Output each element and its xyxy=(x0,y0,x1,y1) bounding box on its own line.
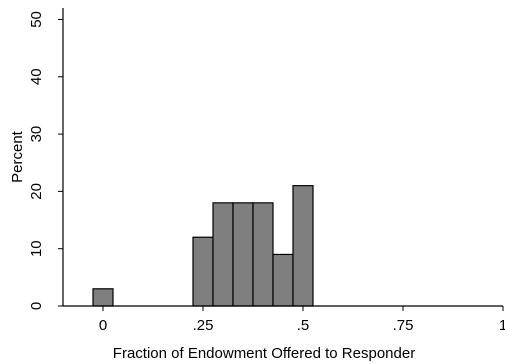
x-tick-label: .5 xyxy=(297,317,310,334)
x-axis-ticks: 0 .25 .5 .75 1 xyxy=(99,306,505,334)
histogram-bar xyxy=(292,185,314,307)
y-tick-label: 20 xyxy=(28,183,45,200)
y-axis-ticks: 0 10 20 30 40 50 xyxy=(28,11,63,310)
x-tick-label: .25 xyxy=(193,317,214,334)
histogram-bar xyxy=(212,202,234,307)
x-tick-label: .75 xyxy=(393,317,414,334)
histogram-bar xyxy=(272,253,294,307)
x-tick-label: 1 xyxy=(499,317,505,334)
y-axis-label: Percent xyxy=(9,130,26,183)
x-axis-label: Fraction of Endowment Offered to Respond… xyxy=(113,345,415,362)
histogram-bar xyxy=(92,288,114,307)
histogram-bar xyxy=(252,202,274,307)
y-tick-label: 30 xyxy=(28,126,45,143)
bars-group xyxy=(92,185,314,307)
y-tick-label: 0 xyxy=(28,302,45,310)
y-tick-label: 10 xyxy=(28,240,45,257)
histogram-bar xyxy=(192,236,214,307)
histogram-bar xyxy=(232,202,254,307)
y-tick-label: 50 xyxy=(28,11,45,28)
x-tick-label: 0 xyxy=(99,317,107,334)
y-tick-label: 40 xyxy=(28,68,45,85)
